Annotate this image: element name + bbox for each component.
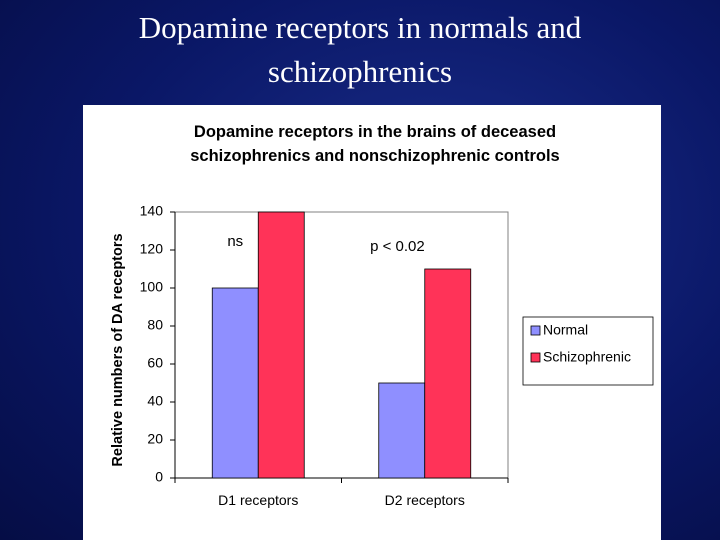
y-axis-label: Relative numbers of DA receptors — [110, 233, 126, 466]
y-tick-label: 40 — [147, 393, 163, 409]
slide-title: Dopamine receptors in normals and schizo… — [138, 10, 582, 89]
annotation: ns — [227, 233, 243, 250]
bar — [378, 382, 426, 479]
y-tick-label: 80 — [147, 317, 163, 333]
legend-box — [522, 316, 654, 386]
y-tick-label: 20 — [147, 431, 163, 447]
legend-swatch — [530, 352, 541, 363]
bar — [424, 268, 472, 479]
bar — [257, 211, 305, 479]
legend-label: Schizophrenic — [543, 349, 631, 365]
bar — [211, 287, 259, 479]
y-tick-label: 0 — [155, 469, 163, 485]
legend-label: Normal — [543, 322, 588, 338]
chart-title: Dopamine receptors in the brains of dece… — [190, 123, 560, 165]
annotation: p < 0.02 — [370, 238, 425, 255]
x-tick-label: D1 receptors — [218, 492, 299, 508]
legend-swatch — [530, 325, 541, 336]
x-tick-label: D2 receptors — [384, 492, 465, 508]
y-tick-label: 100 — [140, 279, 164, 295]
y-tick-label: 140 — [140, 203, 164, 219]
y-tick-label: 60 — [147, 355, 163, 371]
y-tick-label: 120 — [140, 241, 164, 257]
